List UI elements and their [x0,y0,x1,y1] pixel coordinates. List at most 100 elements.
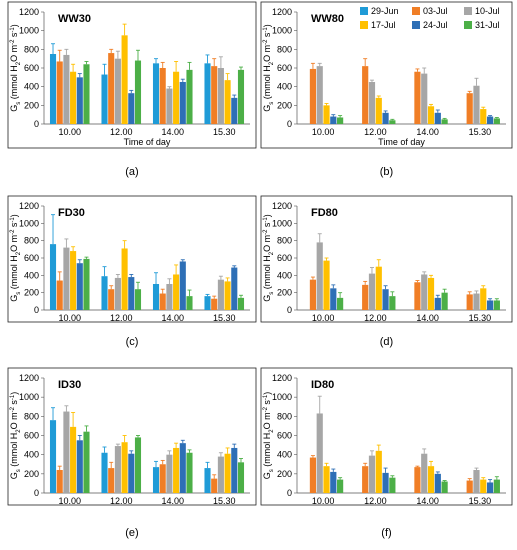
y-axis-label: Gs (mmol H2O m-2 s-1) [9,392,22,480]
x-tick-label: 14.00 [416,127,439,137]
y-axis-label: Gs (mmol H2O m-2 s-1) [9,214,22,302]
y-tick-label: 0 [34,119,39,129]
panel-border [7,367,257,506]
bar [211,298,218,310]
panel-caption: (f) [381,527,391,539]
bar [211,66,218,124]
panel-title: ID80 [311,379,334,391]
bar [49,244,57,310]
y-tick-label: 800 [277,236,292,246]
panel-title: FD80 [311,207,338,219]
y-tick-label: 1200 [272,201,292,211]
bar [217,456,224,493]
y-tick-label: 0 [287,305,292,315]
bar [330,471,337,493]
bar [486,482,494,493]
bar [382,112,389,124]
y-tick-label: 400 [24,450,39,460]
bar [152,284,160,310]
panel-title: ID30 [58,379,81,391]
y-tick-label: 400 [277,450,292,460]
bar [63,247,70,310]
chart-panel-id80: 0 200 400 600 800 1000 1200 Gs (mmol H2O m-2 s-… [260,367,513,506]
y-tick-label: 400 [24,270,39,280]
bar [473,293,480,310]
y-tick-label: 1000 [272,26,292,36]
bar [493,479,500,493]
x-tick-label: 15.30 [213,127,236,137]
bar [173,447,180,493]
bar [441,481,448,493]
x-tick-label: 12.00 [364,313,387,323]
bar [486,116,494,124]
panel-title: FD30 [58,207,85,219]
bar [368,82,376,124]
bar [316,242,323,310]
bar [237,69,245,124]
bar [493,118,500,124]
bar [152,63,160,124]
bar [414,282,421,310]
x-tick-label: 10.00 [58,127,81,137]
bar [186,296,193,310]
bar [76,77,83,124]
bar [159,464,166,493]
y-tick-label: 1000 [19,392,39,402]
x-tick-label: 15.30 [213,496,236,506]
legend: 29-Jun 03-Jul 10-Jul 17-Jul 24-Jul 31-Jul [360,6,500,30]
bar [114,277,121,310]
chart-panel-id30: 0 200 400 600 800 1000 1200 Gs (mmol H2O m-2 s-… [7,367,257,506]
y-tick-label: 400 [277,82,292,92]
bar [414,71,421,124]
x-tick-label: 14.00 [161,496,184,506]
y-tick-label: 200 [277,100,292,110]
y-axis-label: Gs (mmol H2O m-2 s-1) [9,24,22,112]
legend-swatch [464,7,472,15]
panel-caption: (e) [125,527,138,539]
y-tick-label: 1200 [272,373,292,383]
bar [70,426,77,493]
bar [466,480,473,493]
bar [101,452,108,493]
chart-panel-fd80: 0 200 400 600 800 1000 1200 Gs (mmol H2O m-2 s-… [260,195,513,323]
legend-label: 24-Jul [423,20,448,30]
bar [480,288,487,310]
panel-border [7,1,257,149]
y-tick-label: 200 [277,469,292,479]
x-tick-label: 15.30 [213,313,236,323]
bar [179,443,186,493]
x-tick-label: 14.00 [416,496,439,506]
bar [76,440,83,493]
y-tick-label: 600 [277,63,292,73]
x-tick-label: 14.00 [161,313,184,323]
bar [323,260,330,310]
x-tick-label: 15.30 [469,127,492,137]
bar [83,431,90,493]
legend-label: 29-Jun [371,6,399,16]
y-tick-label: 600 [24,431,39,441]
bar [427,106,435,124]
bar [309,457,317,493]
bar [114,446,121,493]
panel-caption: (c) [126,336,139,348]
bar [427,466,435,493]
bar [362,66,369,124]
y-tick-label: 800 [277,44,292,54]
y-tick-label: 1000 [272,392,292,402]
bar [434,112,441,124]
bar [186,69,193,124]
y-tick-label: 200 [24,100,39,110]
bar [486,300,494,310]
bar [49,420,57,493]
y-axis-label: Gs (mmol H2O m-2 s-1) [262,214,275,302]
bar [231,447,238,493]
bar [159,68,166,124]
x-tick-label: 10.00 [312,496,335,506]
y-tick-label: 1000 [19,218,39,228]
y-tick-label: 600 [277,431,292,441]
bar [101,276,108,310]
bar [134,437,142,493]
bar [389,477,396,493]
chart-panel-fd30: 0 200 400 600 800 1000 1200 Gs (mmol H2O m-2 s-… [7,195,257,323]
